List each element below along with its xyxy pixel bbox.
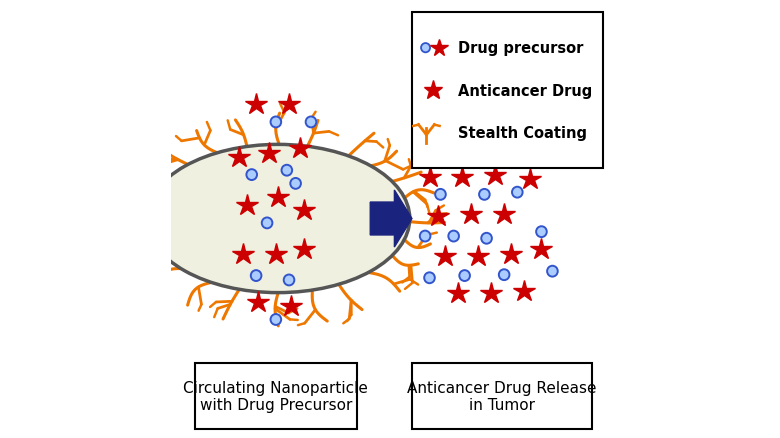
Ellipse shape [421,44,430,53]
Ellipse shape [306,117,317,128]
Ellipse shape [536,227,547,237]
Ellipse shape [547,266,558,277]
Ellipse shape [417,148,428,159]
Ellipse shape [448,231,459,242]
FancyBboxPatch shape [195,364,357,429]
Ellipse shape [499,270,509,280]
Text: Stealth Coating: Stealth Coating [458,126,587,141]
Ellipse shape [246,170,257,180]
Ellipse shape [435,190,446,200]
Ellipse shape [536,144,547,154]
Ellipse shape [420,231,431,242]
FancyBboxPatch shape [412,364,592,429]
Ellipse shape [512,187,523,198]
Text: Circulating Nanoparticle
with Drug Precursor: Circulating Nanoparticle with Drug Precu… [183,380,368,413]
Ellipse shape [271,314,281,325]
Ellipse shape [271,117,281,128]
Ellipse shape [481,233,492,244]
Ellipse shape [479,190,490,200]
Ellipse shape [459,271,470,281]
Ellipse shape [290,179,301,189]
Ellipse shape [284,275,294,286]
Ellipse shape [490,144,501,154]
Text: Drug precursor: Drug precursor [458,41,583,56]
Ellipse shape [147,145,410,293]
Ellipse shape [251,271,261,281]
FancyBboxPatch shape [412,13,603,169]
FancyArrow shape [370,191,412,247]
Ellipse shape [424,273,434,283]
Text: Anticancer Drug Release
in Tumor: Anticancer Drug Release in Tumor [407,380,597,413]
Text: Anticancer Drug: Anticancer Drug [458,83,592,99]
Ellipse shape [282,166,292,176]
Ellipse shape [262,218,272,229]
